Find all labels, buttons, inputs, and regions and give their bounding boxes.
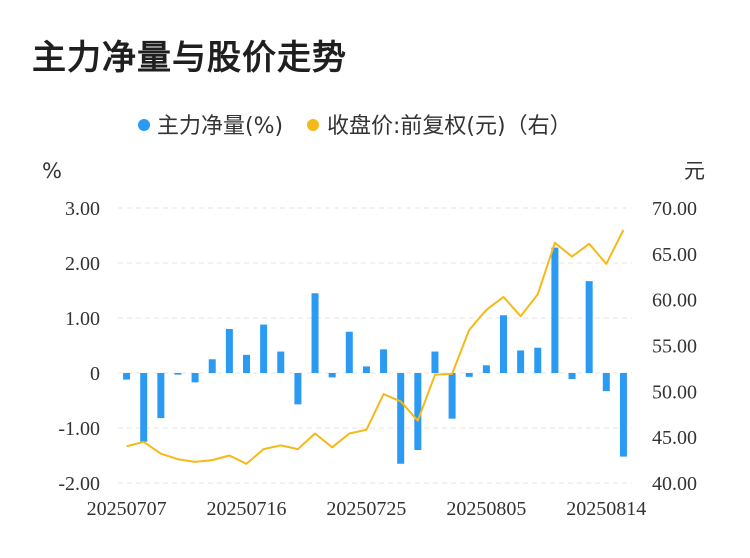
left-tick-label: -2.00 [58, 473, 100, 495]
bar [260, 324, 268, 373]
bar [362, 366, 370, 373]
bar [585, 281, 593, 373]
left-tick-label: 1.00 [65, 308, 100, 330]
bar [602, 373, 610, 392]
bar [619, 373, 627, 457]
right-tick-label: 45.00 [652, 427, 697, 449]
bar [465, 373, 473, 377]
bar [397, 373, 405, 464]
bar [551, 247, 559, 373]
bar [174, 373, 182, 375]
left-tick-label: 2.00 [65, 253, 100, 275]
bar [157, 373, 165, 419]
chart-title: 主力净量与股价走势 [32, 38, 347, 78]
left-tick-label: -1.00 [58, 418, 100, 440]
left-axis-ticks: 3.00 2.00 1.00 0 -1.00 -2.00 [58, 198, 100, 495]
right-axis-unit: 元 [684, 159, 705, 183]
bar [277, 351, 285, 373]
right-tick-label: 55.00 [652, 336, 697, 358]
left-tick-label: 3.00 [65, 198, 100, 220]
right-tick-label: 50.00 [652, 381, 697, 403]
bar [208, 359, 216, 373]
price-line [126, 229, 625, 465]
right-tick-label: 70.00 [652, 198, 697, 220]
x-tick-label: 20250805 [446, 498, 526, 520]
legend: 主力净量(%) 收盘价:前复权(元)（右） [138, 114, 572, 139]
bar [345, 331, 353, 373]
bar [140, 373, 148, 442]
x-tick-label: 20250716 [207, 498, 287, 520]
bar [123, 373, 131, 380]
bar [568, 373, 576, 380]
bar [191, 373, 199, 383]
x-axis-ticks: 20250707 20250716 20250725 20250805 20250814 [87, 498, 647, 520]
bar [328, 373, 336, 378]
x-tick-label: 20250707 [87, 498, 167, 520]
bar [431, 351, 439, 373]
legend-bar-label: 主力净量(%) [157, 114, 283, 139]
bar [534, 347, 542, 373]
bar [414, 373, 422, 450]
left-axis-unit: % [42, 159, 62, 183]
x-tick-label: 20250725 [326, 498, 406, 520]
bar [517, 350, 525, 373]
bar [225, 329, 233, 373]
legend-line-marker [307, 119, 319, 131]
bar [448, 373, 456, 419]
legend-bar-marker [138, 119, 150, 131]
bar [500, 315, 507, 373]
bar-series [123, 247, 627, 464]
grid-lines [118, 207, 632, 484]
right-tick-label: 60.00 [652, 290, 697, 312]
right-tick-label: 40.00 [652, 473, 697, 495]
bar [294, 373, 302, 405]
left-tick-label: 0 [90, 363, 100, 385]
bar [482, 365, 490, 373]
line-series [126, 229, 625, 465]
bar [380, 349, 388, 373]
legend-line-label: 收盘价:前复权(元)（右） [327, 114, 572, 139]
bar [243, 354, 250, 373]
x-tick-label: 20250814 [566, 498, 646, 520]
right-axis-ticks: 70.00 65.00 60.00 55.00 50.00 45.00 40.00 [652, 198, 697, 495]
bar [311, 293, 319, 373]
right-tick-label: 65.00 [652, 244, 697, 266]
